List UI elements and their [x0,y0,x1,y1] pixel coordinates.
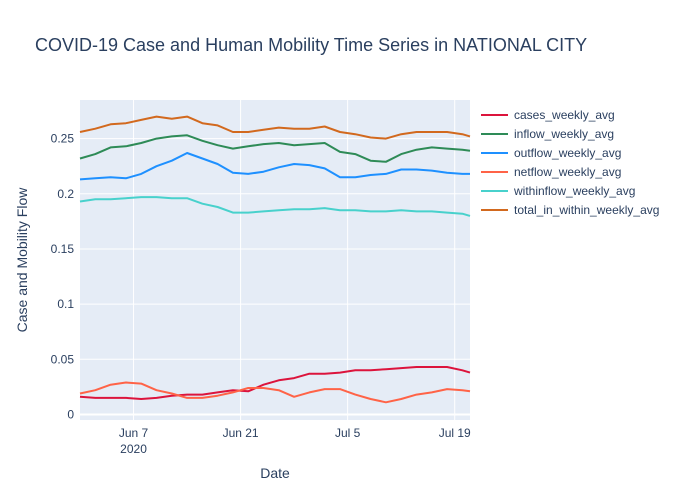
y-tick-label: 0.2 [57,187,74,201]
y-tick-label: 0.25 [51,132,75,146]
legend-label: inflow_weekly_avg [514,127,614,141]
x-tick-label: Jul 5 [335,426,361,440]
y-tick-label: 0 [67,407,74,421]
legend-item-total_in_within_weekly_avg[interactable]: total_in_within_weekly_avg [481,203,659,217]
y-tick-label: 0.05 [51,352,75,366]
legend-label: netflow_weekly_avg [514,165,621,179]
series-line-withinflow_weekly_avg [79,196,471,217]
series-line-cases_weekly_avg [79,366,471,400]
series-line-netflow_weekly_avg [79,381,471,404]
series-lines [79,115,471,404]
legend[interactable]: cases_weekly_avg inflow_weekly_avgoutflow… [481,108,659,217]
gridlines [80,100,470,420]
legend-label: withinflow_weekly_avg [513,184,635,198]
x-tick-label: Jun 21 [223,426,259,440]
legend-item-cases_weekly_avg[interactable]: cases_weekly_avg [481,108,615,122]
y-axis-title: Case and Mobility Flow [14,187,30,333]
legend-item-outflow_weekly_avg[interactable]: outflow_weekly_avg [481,146,621,160]
plot-area [80,100,470,420]
x-tick-label: Jul 19 [439,426,471,440]
series-line-outflow_weekly_avg [79,152,470,181]
y-tick-label: 0.15 [51,242,75,256]
legend-label: total_in_within_weekly_avg [514,203,659,217]
legend-item-withinflow_weekly_avg[interactable]: withinflow_weekly_avg [481,184,635,198]
chart-title: COVID-19 Case and Human Mobility Time Se… [35,35,587,55]
y-tick-label: 0.1 [57,297,74,311]
x-tick-label: Jun 7 [119,426,149,440]
series-line-inflow_weekly_avg [79,134,471,163]
x-tick-year-label: 2020 [120,442,147,456]
series-line-total_in_within_weekly_avg [79,115,471,140]
y-tick-labels: 0 0.05 0.1 0.15 0.2 0.25 [51,132,75,422]
legend-item-inflow_weekly_avg[interactable]: inflow_weekly_avg [481,127,614,141]
legend-item-netflow_weekly_avg[interactable]: netflow_weekly_avg [481,165,621,179]
x-tick-labels: Jun 7 2020 Jun 21 Jul 5 Jul 19 [119,426,471,456]
x-axis-title: Date [260,465,290,481]
legend-label: cases_weekly_avg [514,108,615,122]
legend-label: outflow_weekly_avg [514,146,621,160]
